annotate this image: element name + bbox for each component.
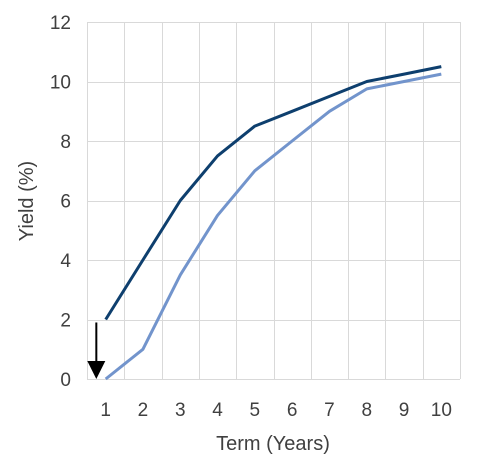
- y-tick-label: 12: [50, 13, 71, 34]
- x-tick-label: 3: [175, 400, 186, 421]
- x-tick-label: 8: [361, 400, 372, 421]
- x-tick-label: 4: [212, 400, 223, 421]
- x-tick-label: 1: [100, 400, 111, 421]
- x-tick-label: 5: [250, 400, 261, 421]
- x-tick-label: 7: [324, 400, 335, 421]
- y-tick-label: 4: [60, 251, 71, 272]
- gridlines: [87, 22, 461, 380]
- series-line-2: [104, 72, 442, 381]
- arrow-head: [87, 361, 106, 379]
- y-tick-label: 0: [60, 370, 71, 391]
- x-tick-label: 10: [431, 400, 452, 421]
- y-tick-label: 10: [50, 73, 71, 94]
- annotations: [87, 322, 106, 379]
- series-line-1: [104, 65, 442, 321]
- y-axis-title: Yield (%): [16, 161, 38, 241]
- x-tick-label: 9: [399, 400, 410, 421]
- x-axis-ticks: 1 2 3 4 5 6 7 8 9 10: [100, 400, 452, 421]
- series-lines: [104, 65, 442, 381]
- y-tick-label: 2: [60, 311, 71, 332]
- x-tick-label: 2: [138, 400, 149, 421]
- x-axis-title: Term (Years): [216, 433, 330, 455]
- y-tick-label: 8: [60, 132, 71, 153]
- y-axis-ticks: 0 2 4 6 8 10 12: [50, 13, 72, 391]
- x-tick-label: 6: [287, 400, 298, 421]
- y-tick-label: 6: [60, 192, 71, 213]
